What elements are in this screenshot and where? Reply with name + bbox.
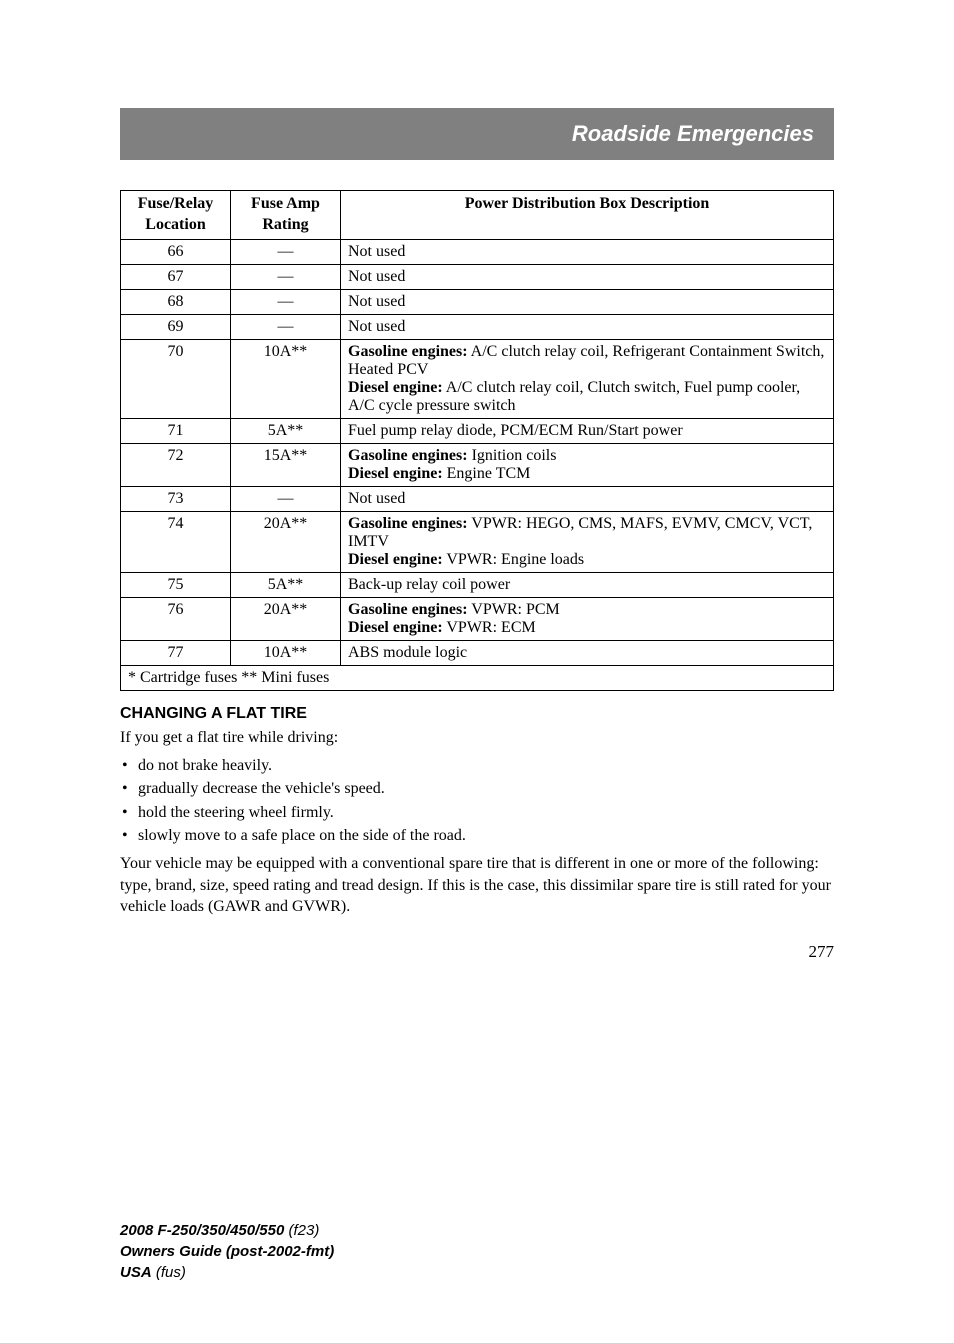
cell-location: 70 <box>121 339 231 418</box>
cell-amp: — <box>231 289 341 314</box>
desc-bold-label: Diesel engine: <box>348 551 443 568</box>
footer-model: 2008 F-250/350/450/550 <box>120 1222 284 1239</box>
table-footnote-row: * Cartridge fuses ** Mini fuses <box>121 665 834 690</box>
desc-bold-label: Gasoline engines: <box>348 343 468 360</box>
cell-description: Not used <box>341 486 834 511</box>
cell-description: Not used <box>341 314 834 339</box>
cell-location: 67 <box>121 264 231 289</box>
cell-location: 76 <box>121 597 231 640</box>
table-row: 7620A** Gasoline engines: VPWR: PCM Diesel… <box>121 597 834 640</box>
cell-location: 66 <box>121 239 231 264</box>
col-header-description: Power Distribution Box Description <box>341 191 834 240</box>
cell-description: Fuel pump relay diode, PCM/ECM Run/Start… <box>341 418 834 443</box>
table-row: 7215A** Gasoline engines: Ignition coils D… <box>121 443 834 486</box>
footer-region-code: (fus) <box>152 1264 186 1281</box>
desc-text: Not used <box>348 318 405 335</box>
cell-location: 69 <box>121 314 231 339</box>
list-item: hold the steering wheel firmly. <box>120 801 834 824</box>
page-header-title: Roadside Emergencies <box>572 121 814 147</box>
list-item: gradually decrease the vehicle's speed. <box>120 777 834 800</box>
desc-text: Fuel pump relay diode, PCM/ECM Run/Start… <box>348 422 683 439</box>
desc-bold-label: Gasoline engines: <box>348 601 468 618</box>
cell-amp: 20A** <box>231 597 341 640</box>
footer-model-code: (f23) <box>284 1222 319 1239</box>
cell-location: 71 <box>121 418 231 443</box>
cell-amp: — <box>231 314 341 339</box>
cell-description: Not used <box>341 289 834 314</box>
table-header-row: Fuse/Relay Location Fuse Amp Rating Powe… <box>121 191 834 240</box>
footer-line-1: 2008 F-250/350/450/550 (f23) <box>120 1220 334 1241</box>
cell-description: ABS module logic <box>341 640 834 665</box>
desc-text: Not used <box>348 293 405 310</box>
header-bar: Roadside Emergencies <box>120 108 834 160</box>
table-row: 7010A**Gasoline engines: A/C clutch rela… <box>121 339 834 418</box>
page-content: Fuse/Relay Location Fuse Amp Rating Powe… <box>120 190 834 962</box>
desc-text: Not used <box>348 490 405 507</box>
cell-location: 72 <box>121 443 231 486</box>
cell-description: Gasoline engines: Ignition coils Diesel e… <box>341 443 834 486</box>
desc-text: Back-up relay coil power <box>348 576 510 593</box>
cell-amp: 15A** <box>231 443 341 486</box>
desc-text: ABS module logic <box>348 644 467 661</box>
desc-bold-label: Gasoline engines: <box>348 515 468 532</box>
cell-description: Gasoline engines: A/C clutch relay coil,… <box>341 339 834 418</box>
footer-guide: Owners Guide (post-2002-fmt) <box>120 1243 334 1260</box>
cell-amp: 10A** <box>231 339 341 418</box>
desc-bold-label: Diesel engine: <box>348 465 443 482</box>
footer-line-2: Owners Guide (post-2002-fmt) <box>120 1241 334 1262</box>
cell-description: Not used <box>341 239 834 264</box>
cell-description: Not used <box>341 264 834 289</box>
col-header-location: Fuse/Relay Location <box>121 191 231 240</box>
table-row: 73— Not used <box>121 486 834 511</box>
desc-bold-label: Diesel engine: <box>348 379 443 396</box>
table-row: 68— Not used <box>121 289 834 314</box>
table-row: 66— Not used <box>121 239 834 264</box>
cell-amp: 10A** <box>231 640 341 665</box>
cell-amp: 20A** <box>231 511 341 572</box>
section-para: Your vehicle may be equipped with a conv… <box>120 853 834 918</box>
fuse-table: Fuse/Relay Location Fuse Amp Rating Powe… <box>120 190 834 691</box>
col-header-amp: Fuse Amp Rating <box>231 191 341 240</box>
cell-location: 75 <box>121 572 231 597</box>
table-row: 715A** Fuel pump relay diode, PCM/ECM Run… <box>121 418 834 443</box>
cell-description: Gasoline engines: VPWR: HEGO, CMS, MAFS,… <box>341 511 834 572</box>
cell-amp: — <box>231 486 341 511</box>
cell-description: Back-up relay coil power <box>341 572 834 597</box>
desc-text: Engine TCM <box>443 465 531 482</box>
desc-text: Ignition coils <box>468 447 557 464</box>
table-row: 755A** Back-up relay coil power <box>121 572 834 597</box>
cell-location: 68 <box>121 289 231 314</box>
section-heading: CHANGING A FLAT TIRE <box>120 705 834 723</box>
cell-amp: — <box>231 264 341 289</box>
footer: 2008 F-250/350/450/550 (f23) Owners Guid… <box>120 1220 334 1283</box>
cell-location: 73 <box>121 486 231 511</box>
cell-location: 74 <box>121 511 231 572</box>
table-row: 67— Not used <box>121 264 834 289</box>
cell-amp: — <box>231 239 341 264</box>
desc-text: VPWR: Engine loads <box>443 551 584 568</box>
desc-bold-label: Diesel engine: <box>348 619 443 636</box>
cell-amp: 5A** <box>231 418 341 443</box>
table-row: 69— Not used <box>121 314 834 339</box>
table-row: 7710A** ABS module logic <box>121 640 834 665</box>
footer-region: USA <box>120 1264 152 1281</box>
footer-line-3: USA (fus) <box>120 1262 334 1283</box>
desc-text: VPWR: PCM <box>468 601 560 618</box>
cell-location: 77 <box>121 640 231 665</box>
list-item: slowly move to a safe place on the side … <box>120 824 834 847</box>
cell-amp: 5A** <box>231 572 341 597</box>
desc-text: Not used <box>348 243 405 260</box>
cell-description: Gasoline engines: VPWR: PCM Diesel engine… <box>341 597 834 640</box>
list-item: do not brake heavily. <box>120 754 834 777</box>
bullet-list: do not brake heavily.gradually decrease … <box>120 754 834 847</box>
desc-text: Not used <box>348 268 405 285</box>
section-intro: If you get a flat tire while driving: <box>120 727 834 749</box>
table-row: 7420A**Gasoline engines: VPWR: HEGO, CMS… <box>121 511 834 572</box>
table-footnote: * Cartridge fuses ** Mini fuses <box>121 665 834 690</box>
desc-bold-label: Gasoline engines: <box>348 447 468 464</box>
desc-text: VPWR: ECM <box>443 619 536 636</box>
page-number: 277 <box>120 942 834 962</box>
